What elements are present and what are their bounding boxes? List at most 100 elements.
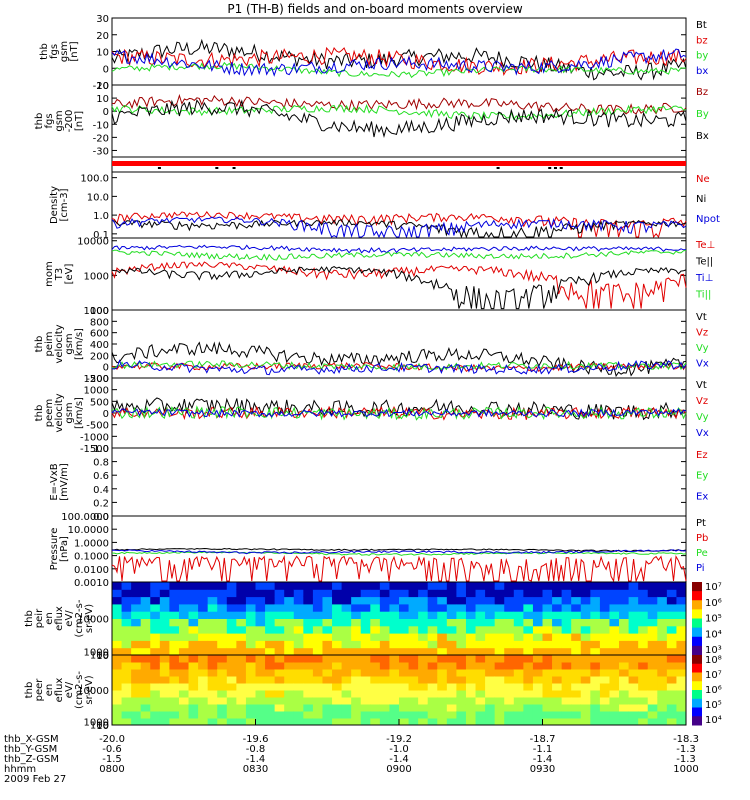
heatmap-cell xyxy=(169,697,180,705)
legend-entry: by xyxy=(696,51,708,62)
heatmap-cell xyxy=(265,582,276,590)
heatmap-cell xyxy=(532,683,543,691)
heatmap-cell xyxy=(504,589,515,598)
heatmap-cell xyxy=(150,655,161,663)
heatmap-cell xyxy=(389,603,400,612)
heatmap-cell xyxy=(245,640,256,649)
heatmap-cell xyxy=(255,640,266,649)
heatmap-cell xyxy=(293,625,304,634)
heatmap-cell xyxy=(226,655,237,663)
heatmap-cell xyxy=(379,704,390,712)
heatmap-cell xyxy=(226,647,237,656)
heatmap-cell xyxy=(140,611,151,619)
heatmap-cell xyxy=(494,711,505,719)
heatmap-cell xyxy=(265,603,276,612)
heatmap-cell xyxy=(609,647,620,656)
heatmap-cell xyxy=(389,683,400,691)
ephemeris-value: -1.0 xyxy=(389,744,409,755)
y-axis-label: Density xyxy=(49,186,60,224)
heatmap-cell xyxy=(159,704,170,712)
heatmap-cell xyxy=(188,611,199,619)
heatmap-cell xyxy=(389,662,400,670)
ephemeris-value: -0.6 xyxy=(102,744,122,755)
heatmap-cell xyxy=(676,711,687,719)
heatmap-cell xyxy=(408,669,419,677)
heatmap-cell xyxy=(217,704,228,712)
panel-2 xyxy=(111,156,687,173)
heatmap-cell xyxy=(236,618,247,627)
heatmap-cell xyxy=(341,704,352,712)
heatmap-cell xyxy=(150,676,161,684)
heatmap-cell xyxy=(666,711,677,719)
heatmap-cell xyxy=(255,704,266,712)
heatmap-cell xyxy=(341,697,352,705)
heatmap-cell xyxy=(265,711,276,719)
heatmap-cell xyxy=(465,633,477,641)
y-tick-label: 100 xyxy=(90,651,109,662)
y-tick-label: 0.1 xyxy=(93,230,109,241)
heatmap-cell xyxy=(494,582,505,590)
heatmap-cell xyxy=(131,589,142,598)
heatmap-cell xyxy=(494,704,505,712)
heatmap-cell xyxy=(561,655,572,663)
heatmap-cell xyxy=(485,618,496,627)
heatmap-cell xyxy=(332,640,343,649)
heatmap-cell xyxy=(255,633,266,641)
heatmap-cell xyxy=(666,582,677,590)
heatmap-cell xyxy=(274,647,285,656)
y-tick-label: 10.0 xyxy=(87,192,109,203)
colorbar-segment xyxy=(692,655,702,665)
heatmap-cell xyxy=(217,676,228,684)
heatmap-cell xyxy=(494,655,505,663)
colorbar-tick-label: 10³ xyxy=(705,645,722,656)
heatmap-cell xyxy=(408,589,419,598)
heatmap-cell xyxy=(370,611,381,619)
heatmap-cell xyxy=(609,582,620,590)
heatmap-cell xyxy=(628,683,639,691)
y-axis-label: [mV/m] xyxy=(59,463,70,501)
y-axis-label: mom xyxy=(44,261,55,287)
heatmap-cell xyxy=(418,711,429,719)
y-tick-label: 1.0000 xyxy=(74,538,109,549)
heatmap-cell xyxy=(140,640,151,649)
heatmap-cell xyxy=(628,640,639,649)
heatmap-cell xyxy=(628,625,639,634)
plot-title: P1 (TH-B) fields and on-board moments ov… xyxy=(227,2,523,16)
heatmap-cell xyxy=(523,603,534,612)
heatmap-cell xyxy=(552,603,563,612)
heatmap-cell xyxy=(332,718,343,726)
heatmap-cell xyxy=(456,633,467,641)
heatmap-cell xyxy=(360,697,371,705)
heatmap-cell xyxy=(169,683,180,691)
heatmap-cell xyxy=(198,633,209,641)
heatmap-cell xyxy=(265,690,276,698)
heatmap-cell xyxy=(657,683,668,691)
heatmap-cell xyxy=(360,704,371,712)
heatmap-cell xyxy=(351,640,362,649)
series-line xyxy=(111,46,687,76)
heatmap-cell xyxy=(657,676,668,684)
heatmap-cell xyxy=(217,596,228,605)
heatmap-cell xyxy=(274,633,285,641)
heatmap-cell xyxy=(198,589,209,598)
heatmap-cell xyxy=(284,711,295,719)
heatmap-cell xyxy=(427,718,438,726)
heatmap-cell xyxy=(580,647,591,656)
heatmap-cell xyxy=(552,611,563,619)
ephemeris-value: -1.4 xyxy=(389,754,409,765)
heatmap-cell xyxy=(351,633,362,641)
heatmap-cell xyxy=(465,640,477,649)
heatmap-cell xyxy=(427,676,438,684)
heatmap-cell xyxy=(561,582,572,590)
heatmap-cell xyxy=(360,633,371,641)
heatmap-cell xyxy=(255,718,266,726)
heatmap-cell xyxy=(676,662,687,670)
heatmap-cell xyxy=(599,711,610,719)
heatmap-cell xyxy=(303,718,314,726)
heatmap-cell xyxy=(475,589,486,598)
heatmap-cell xyxy=(312,640,323,649)
heatmap-cell xyxy=(169,640,180,649)
heatmap-cell xyxy=(131,683,142,691)
heatmap-cell xyxy=(379,618,390,627)
heatmap-cell xyxy=(494,596,505,605)
